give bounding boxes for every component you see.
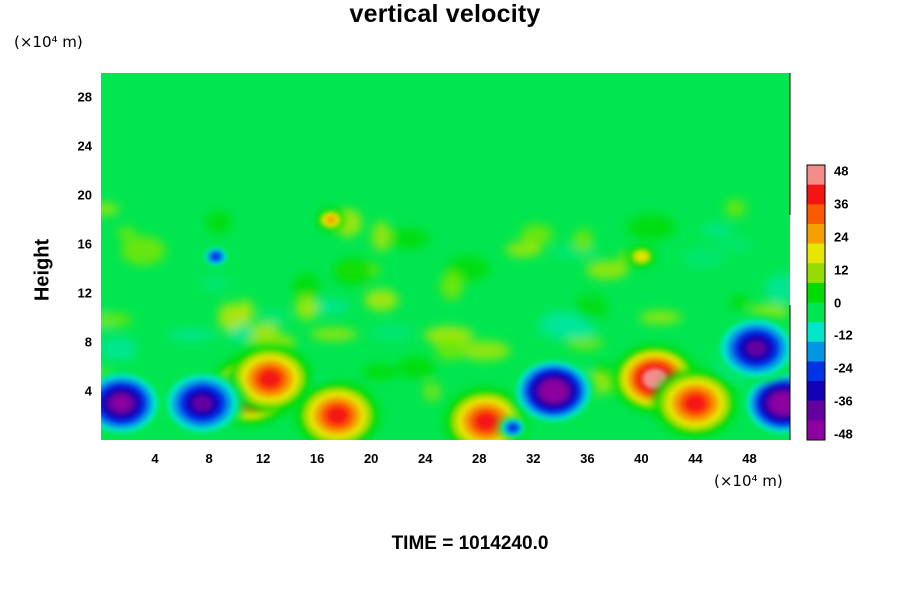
x-unit-label: (×10⁴ m) (714, 472, 783, 490)
colorbar-swatch (807, 400, 825, 421)
colorbar-swatch (807, 322, 825, 343)
colorbar-tick-label: -24 (834, 360, 853, 376)
colorbar-tick-label: -36 (834, 393, 853, 409)
colorbar-swatch (807, 302, 825, 323)
x-tick-label: 8 (205, 451, 213, 466)
x-tick-label: 24 (418, 451, 433, 466)
x-tick-label: 48 (742, 451, 757, 466)
y-tick-label: 28 (77, 89, 92, 105)
colorbar-frame (806, 164, 826, 441)
colorbar-swatch (807, 381, 825, 402)
x-tick-label: 40 (634, 451, 649, 466)
colorbar-swatch (807, 243, 825, 264)
colorbar-swatch (807, 223, 825, 245)
y-tick-label: 4 (84, 383, 92, 399)
downdraft-cell (160, 369, 245, 438)
updraft-cell (227, 344, 312, 413)
colorbar-tick-label: -48 (834, 426, 853, 442)
colorbar-swatch (807, 204, 825, 225)
x-tick-label: 12 (255, 451, 271, 466)
downdraft-cell (511, 357, 596, 426)
x-tick-label: 44 (688, 451, 703, 466)
colorbar-tick-label: 12 (834, 262, 849, 278)
updraft-cell (295, 381, 380, 440)
downdraft-cell (101, 369, 164, 438)
y-tick-label: 16 (77, 236, 92, 252)
x-tick-label: 4 (151, 451, 159, 466)
chart-title: vertical velocity (349, 0, 541, 28)
x-tick-label: 28 (472, 451, 487, 466)
colorbar-tick-label: -12 (834, 327, 853, 343)
colorbar-swatch (807, 184, 825, 205)
colorbar-swatch (807, 420, 825, 441)
y-tick-label: 8 (84, 334, 92, 350)
x-tick-label: 32 (526, 451, 541, 466)
y-tick-label: 12 (77, 285, 92, 301)
colorbar-tick-label: 0 (834, 295, 842, 310)
y-tick-label: 24 (77, 138, 92, 154)
x-tick-label: 20 (363, 451, 379, 466)
velocity-features (101, 208, 790, 440)
updraft-cell (653, 369, 738, 438)
colorbar-tick-label: 48 (834, 163, 849, 179)
colorbar-swatch (807, 361, 825, 382)
colorbar-swatch (807, 263, 825, 284)
downdraft-cell (499, 416, 527, 439)
updraft-cell (316, 208, 345, 231)
downdraft-cell (201, 245, 230, 268)
updraft-cell (627, 245, 656, 268)
colorbar-tick-label: 24 (834, 229, 849, 245)
colorbar-swatch (807, 341, 825, 362)
colorbar-swatch (807, 165, 825, 186)
y-tick-label: 20 (77, 187, 92, 203)
x-tick-label: 16 (309, 451, 325, 466)
downdraft-cell (714, 314, 790, 383)
x-tick-label: 36 (580, 451, 595, 466)
colorbar-tick-label: 36 (834, 196, 849, 212)
time-label: TIME = 1014240.0 (391, 533, 549, 554)
downdraft-cell (741, 369, 790, 438)
y-unit-label: (×10⁴ m) (14, 33, 83, 51)
colorbar-swatch (807, 282, 825, 303)
